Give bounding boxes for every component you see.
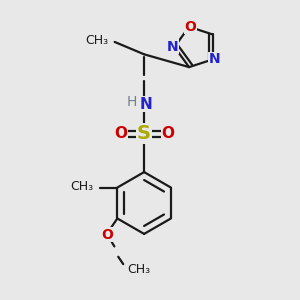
Text: CH₃: CH₃ (128, 263, 151, 277)
Text: N: N (167, 40, 179, 54)
Text: H: H (127, 95, 137, 109)
Text: CH₃: CH₃ (70, 181, 93, 194)
Text: O: O (184, 20, 196, 34)
Text: O: O (101, 228, 113, 242)
Text: CH₃: CH₃ (86, 34, 109, 47)
Text: N: N (140, 97, 153, 112)
Text: O: O (114, 126, 127, 141)
Text: N: N (208, 52, 220, 66)
Text: S: S (137, 124, 151, 143)
Text: O: O (161, 126, 174, 141)
